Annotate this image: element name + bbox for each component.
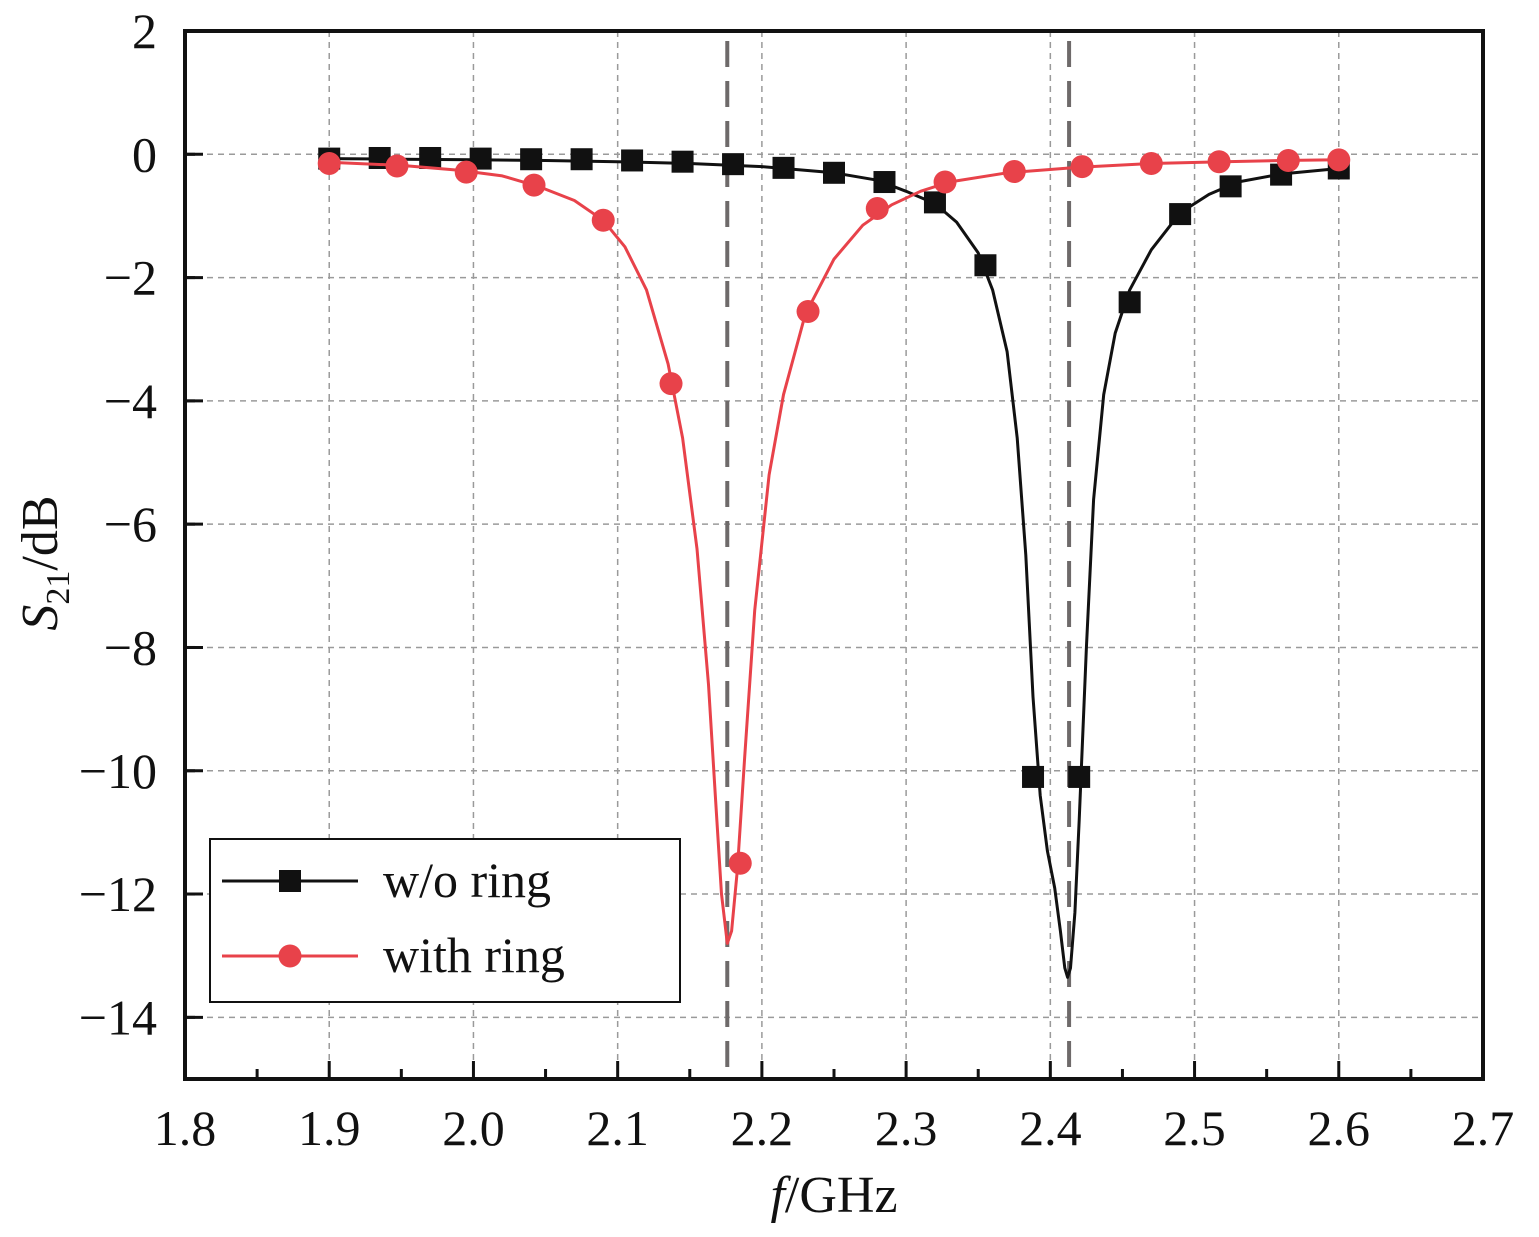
data-point-circle — [659, 372, 683, 396]
data-point-square — [1169, 203, 1192, 226]
x-tick-label: 2.7 — [1452, 1100, 1515, 1156]
y-tick-label: 0 — [132, 126, 157, 182]
legend-box — [209, 838, 681, 1003]
data-point-circle — [1002, 160, 1026, 184]
y-tick-label: −10 — [79, 743, 157, 799]
x-tick-label: 2.4 — [1019, 1100, 1082, 1156]
series-layer — [317, 146, 1351, 979]
data-point-square — [621, 149, 644, 172]
data-point-circle — [522, 173, 546, 197]
data-point-circle — [591, 208, 615, 232]
series-line-with-ring — [329, 158, 1339, 945]
y-axis-title: S21/dB — [12, 495, 77, 630]
y-axis-title-subscript: 21 — [40, 571, 77, 605]
data-point-square — [823, 161, 845, 184]
data-point-square — [923, 191, 946, 214]
y-tick-label: −6 — [104, 496, 157, 552]
data-point-circle — [1327, 148, 1351, 172]
y-tick-label: −8 — [104, 619, 157, 675]
legend-label-wo-ring: w/o ring — [383, 852, 551, 908]
y-axis-title-main: S — [12, 605, 69, 631]
x-tick-label: 2.0 — [442, 1100, 505, 1156]
data-point-square — [1219, 175, 1242, 198]
data-point-circle — [728, 851, 752, 875]
x-axis-title-unit: /GHz — [785, 1167, 898, 1224]
y-tick-label: 2 — [132, 3, 157, 59]
data-point-circle — [1070, 155, 1094, 179]
y-tick-label: −12 — [79, 866, 157, 922]
tick-labels: 1.8 1.9 2.0 2.1 2.2 2.3 2.4 2.5 2.6 2.7 2 0 −2 −4 −6 −8… — [79, 3, 1514, 1156]
data-point-square — [469, 147, 492, 170]
legend-marker-square — [279, 870, 301, 892]
x-axis-title: f/GHz — [770, 1167, 897, 1224]
data-point-circle — [865, 197, 889, 221]
legend-label-with-ring: with ring — [383, 927, 565, 983]
axis-ticks — [183, 29, 1485, 1079]
x-tick-label: 2.3 — [875, 1100, 938, 1156]
x-tick-label: 2.1 — [586, 1100, 649, 1156]
data-point-square — [1118, 291, 1141, 314]
data-point-square — [873, 171, 896, 194]
data-point-circle — [796, 299, 820, 323]
x-tick-label: 2.6 — [1308, 1100, 1371, 1156]
data-point-square — [1068, 765, 1091, 788]
data-point-square — [1022, 765, 1045, 788]
data-point-circle — [1276, 148, 1300, 172]
x-tick-label: 2.2 — [731, 1100, 794, 1156]
data-point-circle — [933, 170, 957, 194]
data-point-circle — [1207, 150, 1231, 174]
y-tick-label: −4 — [104, 373, 157, 429]
data-point-circle — [454, 160, 478, 184]
legend: w/o ring with ring — [209, 838, 681, 1003]
data-point-square — [772, 156, 795, 179]
y-tick-label: −14 — [79, 989, 157, 1045]
data-point-circle — [317, 152, 341, 176]
y-axis-title-unit: /dB — [12, 495, 69, 570]
data-point-square — [671, 150, 694, 173]
data-point-square — [570, 148, 593, 171]
x-tick-label: 1.9 — [298, 1100, 361, 1156]
data-point-square — [722, 153, 745, 176]
data-point-square — [419, 146, 442, 169]
data-point-square — [520, 148, 543, 171]
x-tick-label: 1.8 — [154, 1100, 217, 1156]
x-tick-label: 2.5 — [1163, 1100, 1226, 1156]
data-point-circle — [385, 154, 409, 178]
data-point-square — [974, 254, 997, 277]
data-point-circle — [1139, 152, 1163, 176]
y-tick-label: −2 — [104, 250, 157, 306]
legend-marker-circle — [278, 944, 302, 968]
reference-lines — [725, 41, 1072, 1079]
